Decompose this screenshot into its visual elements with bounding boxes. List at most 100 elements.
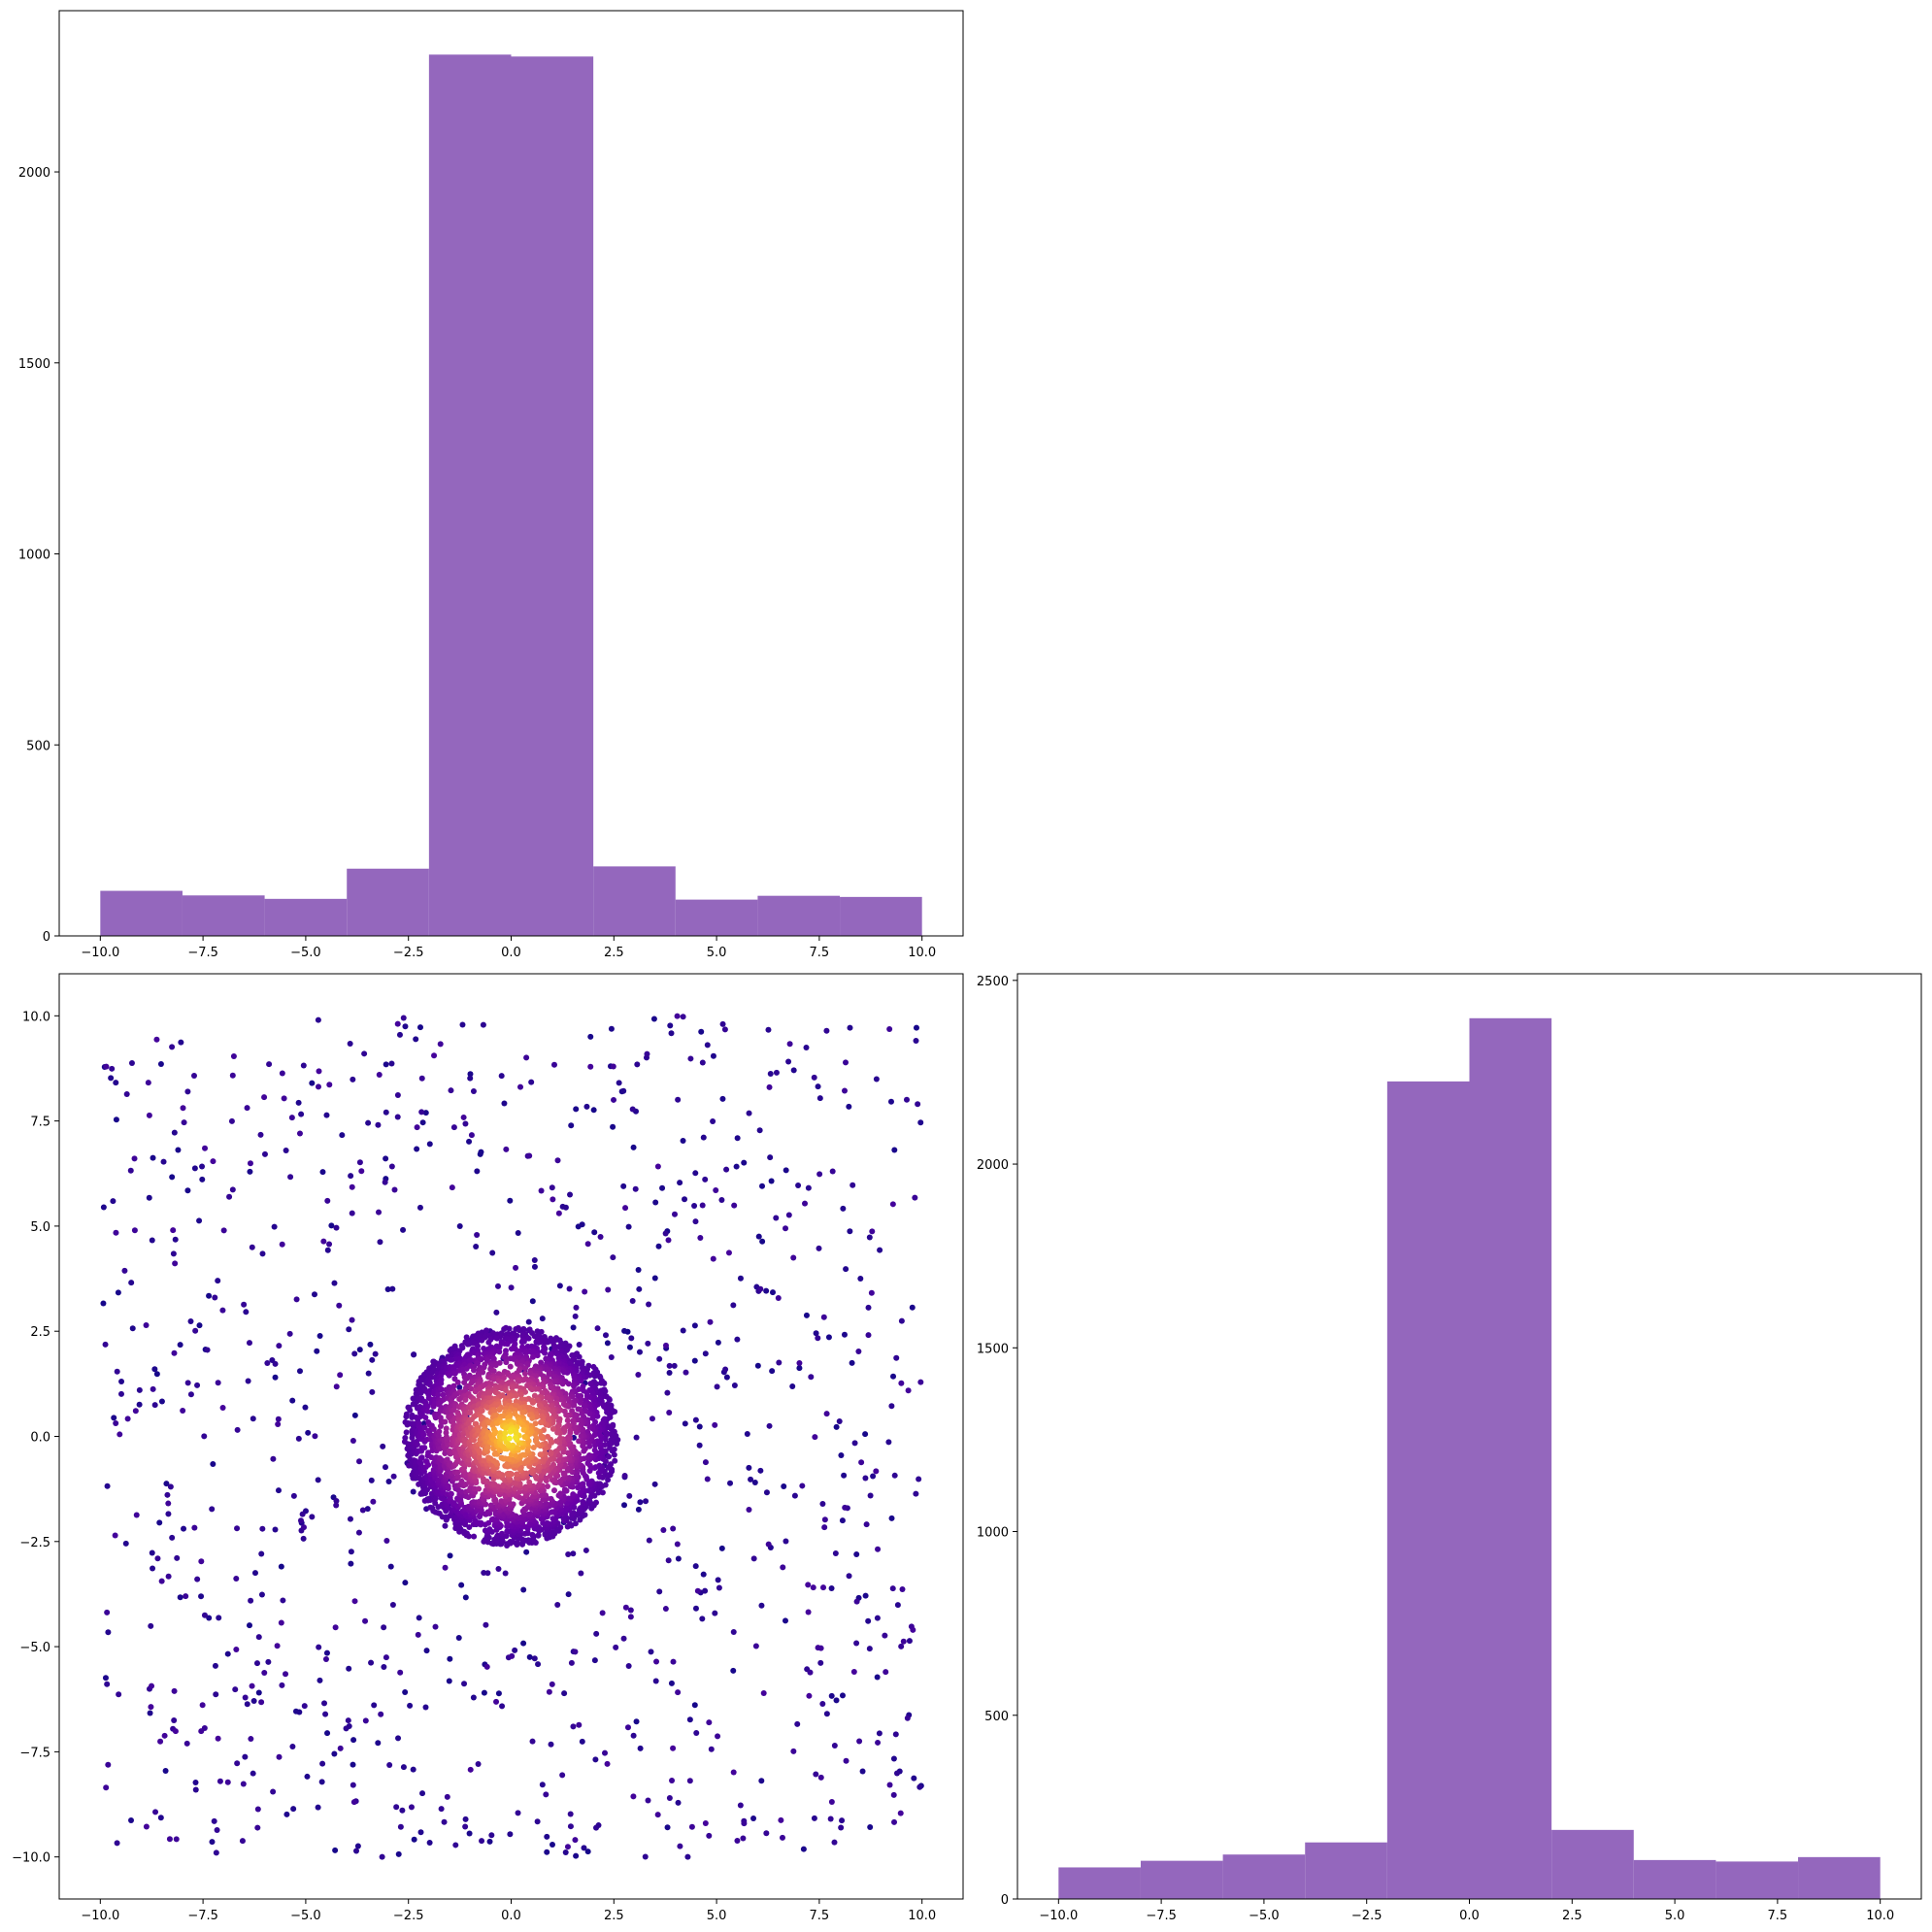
scatter-point: [865, 1304, 872, 1311]
scatter-point: [656, 1355, 663, 1362]
scatter-point: [259, 1250, 266, 1257]
scatter-point: [789, 1383, 796, 1390]
histogram-bar: [264, 898, 348, 936]
scatter-point: [261, 1150, 268, 1157]
scatter-point: [712, 1610, 718, 1616]
scatter-point: [666, 1362, 673, 1369]
scatter-point: [180, 1105, 186, 1112]
scatter-point: [171, 1716, 178, 1723]
scatter-point: [410, 1488, 416, 1495]
scatter-point: [838, 1452, 845, 1459]
scatter-point: [556, 1282, 563, 1289]
scatter-point: [149, 1549, 155, 1556]
scatter-point: [471, 1437, 478, 1444]
histogram-bars: [1058, 1017, 1881, 1899]
scatter-point: [555, 1457, 562, 1464]
scatter-point: [692, 1605, 699, 1612]
scatter-point: [515, 1810, 521, 1816]
scatter-point: [573, 1106, 580, 1113]
scatter-point: [498, 1530, 505, 1537]
scatter-point: [590, 1363, 597, 1370]
scatter-point: [245, 1378, 251, 1384]
scatter-point: [608, 1353, 615, 1360]
scatter-point: [493, 1698, 500, 1705]
scatter-point: [450, 1124, 457, 1131]
scatter-point: [891, 1472, 898, 1479]
scatter-point: [507, 1470, 514, 1477]
scatter-point: [347, 1041, 353, 1048]
scatter-point: [377, 1239, 383, 1246]
scatter-point: [169, 1044, 176, 1050]
scatter-point: [515, 1229, 521, 1236]
scatter-point: [513, 1392, 519, 1399]
scatter-point: [733, 1163, 740, 1170]
scatter-point: [478, 1356, 484, 1363]
scatter-point: [566, 1285, 573, 1292]
scatter-point: [496, 1407, 503, 1414]
scatter-point: [744, 1431, 750, 1438]
scatter-point: [750, 1555, 757, 1562]
scatter-point: [494, 1419, 501, 1426]
scatter-point: [686, 1778, 693, 1784]
scatter-point: [691, 1322, 698, 1329]
scatter-point: [153, 1371, 160, 1378]
scatter-point: [199, 1702, 206, 1709]
histogram-bar: [1058, 1867, 1141, 1899]
scatter-point: [776, 1359, 783, 1366]
scatter-point: [326, 1082, 333, 1088]
scatter-point: [414, 1146, 420, 1152]
scatter-point: [362, 1717, 369, 1724]
histogram-bar: [100, 890, 183, 936]
scatter-point: [481, 1457, 487, 1464]
scatter-point: [573, 1852, 580, 1859]
scatter-point: [783, 1538, 789, 1545]
scatter-point: [123, 1090, 130, 1097]
scatter-point: [234, 1760, 241, 1767]
scatter-point: [452, 1842, 459, 1849]
scatter-point: [694, 1587, 701, 1594]
scatter-point: [479, 1407, 485, 1414]
scatter-point: [550, 1516, 556, 1522]
scatter-point: [888, 1403, 895, 1410]
scatter-point: [870, 1473, 877, 1480]
scatter-point: [288, 1115, 295, 1121]
scatter-point: [643, 1498, 650, 1505]
scatter-point: [662, 1230, 669, 1237]
scatter-point: [719, 1095, 726, 1102]
scatter-point: [646, 1301, 652, 1308]
scatter-point: [525, 1335, 532, 1342]
scatter-point: [437, 1041, 444, 1048]
scatter-point: [843, 1757, 849, 1764]
scatter-point: [692, 1563, 699, 1570]
scatter-point: [501, 1100, 508, 1107]
scatter-point: [486, 1526, 493, 1533]
scatter-point: [794, 1720, 801, 1727]
scatter-point: [350, 1799, 357, 1806]
scatter-point: [370, 1498, 377, 1505]
scatter-point: [468, 1132, 475, 1139]
scatter-point: [349, 1210, 355, 1216]
scatter-point: [529, 1531, 536, 1538]
scatter-point: [385, 1479, 392, 1485]
scatter-point: [496, 1344, 503, 1350]
scatter-point: [841, 1331, 848, 1338]
scatter-point: [649, 1416, 655, 1422]
scatter-point: [648, 1649, 654, 1655]
scatter-point: [161, 1732, 168, 1739]
scatter-point: [181, 1525, 187, 1532]
scatter-point: [839, 1517, 846, 1524]
scatter-point: [351, 1412, 358, 1418]
scatter-point: [485, 1339, 492, 1346]
scatter-point: [758, 1602, 765, 1609]
scatter-point: [851, 1440, 858, 1447]
scatter-point: [684, 1853, 691, 1860]
scatter-point: [504, 1341, 511, 1348]
scatter-point: [886, 1782, 893, 1788]
scatter-point: [626, 1344, 633, 1350]
scatter-point: [858, 1459, 865, 1466]
scatter-point: [517, 1391, 524, 1398]
scatter-point: [455, 1474, 462, 1481]
scatter-point: [171, 1687, 178, 1694]
scatter-point: [315, 1016, 321, 1023]
scatter-point: [485, 1519, 492, 1526]
